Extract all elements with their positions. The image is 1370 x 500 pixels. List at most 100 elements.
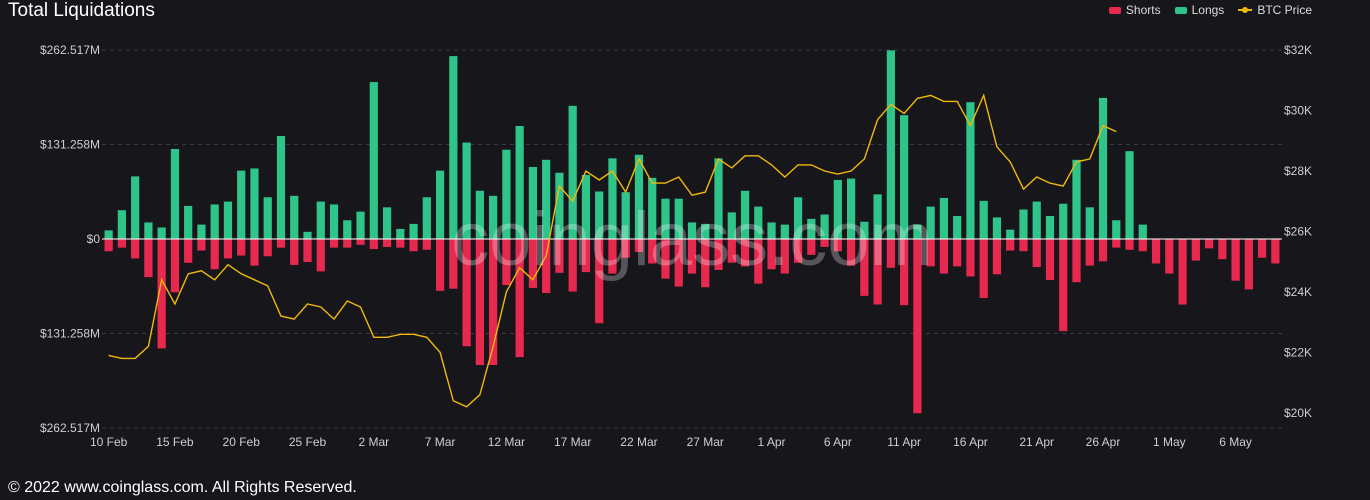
x-axis-tick: 26 Apr [1086, 435, 1121, 449]
longs-bar [608, 158, 617, 239]
shorts-bar [462, 239, 471, 347]
legend-item-shorts[interactable]: Shorts [1108, 3, 1161, 17]
longs-swatch [1174, 6, 1187, 14]
legend-item-btc-price[interactable]: BTC Price [1238, 3, 1312, 17]
shorts-bar [807, 239, 816, 255]
shorts-bar [1178, 239, 1187, 305]
shorts-bar [661, 239, 670, 279]
shorts-bar [1006, 239, 1015, 251]
shorts-bar [489, 239, 498, 365]
longs-bar [568, 105, 577, 239]
longs-bar [515, 125, 524, 239]
shorts-bar [1125, 239, 1134, 250]
longs-bar [833, 179, 842, 239]
longs-bar [157, 227, 166, 239]
shorts-bar [528, 239, 538, 288]
shorts-bar [581, 239, 591, 273]
longs-bar [873, 194, 882, 239]
shorts-bar [1072, 239, 1081, 283]
shorts-bar [846, 239, 856, 266]
longs-bar [104, 230, 113, 239]
x-axis-tick: 11 Apr [887, 435, 921, 449]
longs-bar [780, 224, 789, 239]
shorts-bar [237, 239, 246, 256]
x-axis-tick: 1 Apr [758, 435, 786, 449]
y-axis-right-tick: $26K [1284, 224, 1312, 238]
longs-bar [953, 215, 962, 239]
longs-bar [687, 222, 697, 239]
shorts-bar [409, 239, 418, 252]
longs-bar [793, 197, 803, 239]
shorts-bar [1059, 239, 1068, 332]
shorts-bar [953, 239, 962, 267]
shorts-bar [449, 239, 458, 289]
longs-bar [170, 149, 180, 239]
shorts-bar [714, 239, 723, 270]
longs-bar [489, 195, 498, 239]
longs-bar [396, 228, 405, 239]
shorts-bar [1191, 239, 1200, 261]
shorts-bar [356, 239, 365, 245]
x-axis-tick: 20 Feb [223, 435, 261, 449]
longs-bar [197, 224, 206, 239]
longs-bar [542, 159, 551, 239]
longs-bar [674, 198, 683, 239]
longs-bar [475, 190, 484, 239]
shorts-bar [104, 239, 113, 252]
longs-bar [767, 222, 776, 239]
longs-bar [860, 221, 869, 239]
shorts-bar [210, 239, 219, 270]
shorts-bar [263, 239, 272, 257]
shorts-bar [184, 239, 193, 263]
shorts-bar [780, 239, 789, 274]
longs-bar [1032, 201, 1041, 239]
x-axis-tick: 25 Feb [289, 435, 327, 449]
shorts-bar [992, 239, 1002, 275]
x-axis-tick: 21 Apr [1019, 435, 1054, 449]
shorts-bar [979, 239, 988, 299]
shorts-bar [634, 239, 644, 252]
longs-bar [329, 204, 339, 239]
shorts-bar [223, 239, 233, 259]
btc-price-swatch [1238, 6, 1253, 14]
legend-item-longs[interactable]: Longs [1174, 3, 1225, 17]
shorts-bar [197, 239, 206, 251]
y-axis-right-tick: $28K [1284, 164, 1312, 178]
shorts-bar [886, 239, 895, 268]
longs-bar [250, 168, 259, 239]
y-axis-left-tick: $262.517M [40, 421, 100, 435]
x-axis-tick: 6 Apr [824, 435, 852, 449]
shorts-bar [369, 239, 378, 250]
shorts-bar [727, 239, 736, 263]
shorts-bar [1085, 239, 1094, 266]
shorts-bar [1165, 239, 1174, 274]
shorts-bar [966, 239, 975, 277]
longs-bar [820, 214, 829, 239]
longs-bar [992, 217, 1002, 239]
longs-bar [1125, 151, 1134, 239]
longs-bar [913, 224, 922, 239]
btc-price-line [108, 93, 1117, 408]
shorts-bar [329, 239, 339, 248]
longs-bar [966, 102, 975, 239]
shorts-bar [396, 239, 405, 248]
chart-legend: Shorts Longs BTC Price [1108, 3, 1312, 17]
shorts-bar [316, 239, 325, 272]
longs-bar [595, 191, 604, 239]
x-axis-tick: 1 May [1153, 435, 1186, 449]
longs-bar [422, 197, 431, 239]
shorts-bar [674, 239, 683, 287]
x-axis-tick: 17 Mar [554, 435, 591, 449]
longs-bar [727, 212, 736, 239]
x-axis-tick: 12 Mar [488, 435, 525, 449]
chart-title: Total Liquidations [8, 0, 155, 21]
longs-bar [1085, 207, 1094, 239]
shorts-bar [170, 239, 180, 293]
shorts-bar [542, 239, 551, 293]
longs-bar [846, 178, 856, 239]
legend-label-longs: Longs [1191, 3, 1225, 17]
longs-bar [435, 170, 445, 239]
longs-bar [502, 149, 511, 239]
shorts-bar [687, 239, 697, 274]
